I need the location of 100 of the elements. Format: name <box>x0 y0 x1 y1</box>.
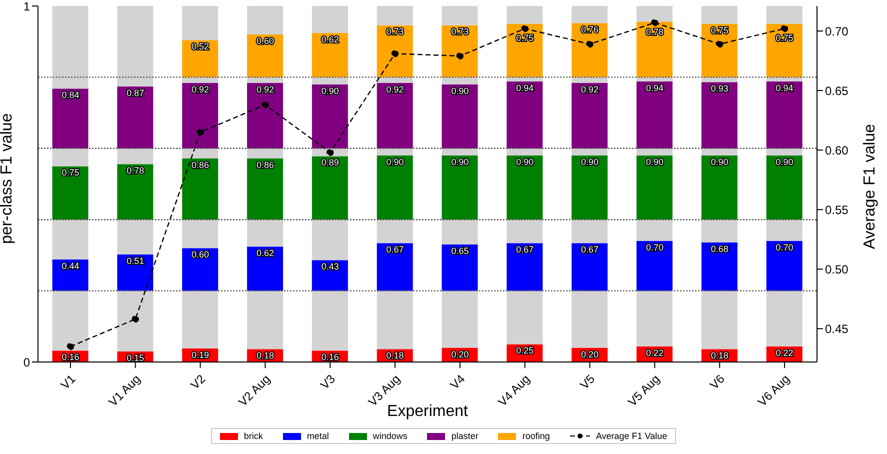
annotation: 0.89 <box>321 158 339 168</box>
annotation: 0.65 <box>451 246 469 256</box>
annotation: 0.94 <box>516 82 534 93</box>
bar <box>636 290 673 346</box>
bar <box>701 148 738 156</box>
bar <box>506 24 543 78</box>
bar <box>572 77 608 83</box>
annotation: 0.68 <box>710 244 728 254</box>
bar <box>766 220 802 241</box>
point <box>456 52 464 60</box>
y2-tick-label: 0.55 <box>825 202 849 217</box>
x-tick-label: V2 <box>188 372 208 392</box>
annotation: 0.78 <box>126 166 144 176</box>
y-tick-label: 0 <box>23 355 30 370</box>
legend-label: brick <box>244 431 263 441</box>
bar <box>506 220 543 244</box>
bar <box>117 220 154 254</box>
point <box>391 50 399 58</box>
point <box>716 40 724 48</box>
annotation: 0.76 <box>581 24 599 35</box>
bar <box>701 6 738 24</box>
bar <box>636 22 673 78</box>
x-tick-label: V4 <box>447 372 468 392</box>
annotation: 0.94 <box>776 82 794 93</box>
annotation: 0.20 <box>451 349 469 360</box>
annotation: 0.90 <box>646 157 664 168</box>
annotation: 0.43 <box>321 262 339 272</box>
annotation: 0.92 <box>256 84 274 94</box>
bar <box>182 148 218 158</box>
annotation: 0.90 <box>581 157 599 168</box>
bar <box>701 290 738 350</box>
bar <box>442 244 478 291</box>
bar <box>376 156 413 220</box>
annotation: 0.67 <box>581 244 599 255</box>
annotation: 0.73 <box>386 26 404 37</box>
legend-label: metal <box>306 431 329 441</box>
x-axis-title: Experiment <box>387 403 469 420</box>
bar <box>572 156 608 220</box>
bar <box>442 6 478 26</box>
point <box>326 148 334 156</box>
bar <box>117 86 154 148</box>
annotation: 0.93 <box>710 84 728 94</box>
annotation: 0.52 <box>192 42 210 52</box>
bar <box>117 164 154 220</box>
bar <box>247 158 284 220</box>
annotation: 0.84 <box>62 90 80 100</box>
bar <box>572 148 608 156</box>
bar <box>376 25 413 78</box>
legend-label: windows <box>372 431 408 441</box>
bar <box>506 81 543 148</box>
bar <box>247 246 284 291</box>
bar <box>376 6 413 26</box>
y-axis-title: per-class F1 value <box>0 113 16 244</box>
x-tick-label: V4 Aug <box>495 372 533 410</box>
bar <box>766 81 802 148</box>
x-tick-label: V5 <box>577 372 598 392</box>
bar <box>182 290 218 348</box>
bar <box>766 156 802 220</box>
annotation: 0.75 <box>62 168 80 178</box>
bar <box>312 6 348 34</box>
bar <box>572 23 608 78</box>
bar <box>376 220 413 244</box>
annotation: 0.15 <box>126 352 144 363</box>
bar <box>636 6 673 22</box>
y2-tick-label: 0.65 <box>825 84 849 98</box>
bar <box>442 290 478 348</box>
point <box>780 25 788 32</box>
annotation: 0.60 <box>192 250 210 260</box>
bar <box>572 6 608 24</box>
bar <box>182 82 218 148</box>
bar <box>312 33 348 78</box>
annotation: 0.19 <box>192 350 210 360</box>
y-tick-label: 1 <box>23 0 30 14</box>
point <box>651 19 658 26</box>
bar <box>52 166 88 220</box>
annotation: 0.18 <box>710 350 728 361</box>
annotation: 0.75 <box>710 25 728 36</box>
bar <box>52 148 88 166</box>
annotation: 0.90 <box>451 86 469 96</box>
bar <box>182 158 218 220</box>
annotation: 0.22 <box>776 348 794 358</box>
x-tick-label: V1 <box>58 372 78 392</box>
bar <box>182 248 218 291</box>
annotation: 0.60 <box>256 36 274 46</box>
x-tick-label: V5 Aug <box>625 372 662 410</box>
annotation: 0.90 <box>386 157 404 168</box>
y2-tick-label: 0.45 <box>825 322 849 336</box>
bar <box>376 148 413 156</box>
annotation: 0.86 <box>192 160 210 170</box>
bar <box>636 156 673 220</box>
bar <box>636 220 673 241</box>
bar <box>701 156 738 220</box>
annotation: 0.90 <box>516 157 534 168</box>
bar <box>572 82 608 148</box>
bar <box>506 6 543 24</box>
point <box>521 25 528 32</box>
bar <box>766 6 802 24</box>
bar <box>376 290 413 350</box>
legend-label: roofing <box>522 431 550 441</box>
bar <box>247 82 284 148</box>
